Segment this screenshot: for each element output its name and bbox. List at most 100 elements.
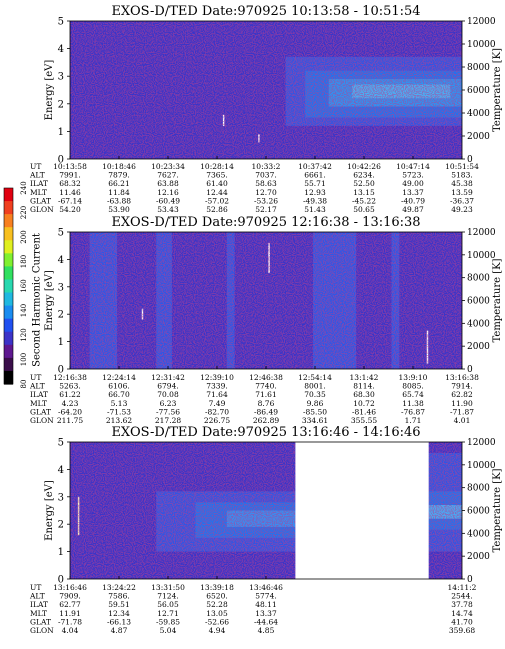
orbit-value: 48.11 (255, 600, 276, 609)
orbit-value: 4.85 (258, 626, 275, 635)
colorbar-swatch (4, 266, 13, 281)
orbit-value: 13:16:38 (445, 373, 479, 382)
orbit-value: 62.77 (59, 600, 81, 609)
colorbar-swatch (4, 240, 13, 254)
orbit-row-label: GLAT (30, 196, 51, 205)
orbit-value: 55.71 (304, 179, 325, 188)
panel-title: EXOS-D/TED Date:970925 12:16:38 - 13:16:… (111, 215, 420, 230)
orbit-row-label: UT (30, 583, 41, 592)
orbit-value: 13:39:18 (200, 583, 234, 592)
orbit-value: 7.49 (209, 399, 226, 408)
orbit-value: 11.91 (59, 609, 80, 618)
orbit-value: 65.74 (402, 390, 424, 399)
orbit-value: 7740. (255, 382, 276, 391)
y2-tick-label: 2000 (467, 552, 490, 562)
orbit-value: 11.84 (108, 188, 130, 197)
y2-tick-label: 4000 (467, 319, 490, 329)
orbit-value: 12:54:14 (298, 373, 332, 382)
orbit-value: 7586. (108, 592, 129, 601)
orbit-value: -36.37 (450, 196, 474, 205)
orbit-value: 2544. (451, 592, 472, 601)
orbit-row-label: ILAT (30, 600, 48, 609)
orbit-value: 54.20 (59, 205, 81, 214)
y2-tick-label: 12000 (467, 438, 496, 448)
orbit-value: 7339. (206, 382, 227, 391)
orbit-value: 5.13 (111, 399, 128, 408)
orbit-value: 9.86 (307, 399, 324, 408)
y2-tick-label: 12000 (467, 17, 496, 27)
orbit-value: 13.15 (353, 188, 375, 197)
spectrogram-panel-1: EXOS-D/TED Date:970925 10:13:58 - 10:51:… (29, 4, 503, 214)
colorbar-swatch (4, 214, 13, 228)
orbit-value: 12:39:10 (200, 373, 234, 382)
orbit-value: 52.50 (353, 179, 375, 188)
y-tick-label: 0 (58, 155, 64, 166)
orbit-value: -67.14 (58, 196, 82, 205)
colorbar-tick-label: 200 (20, 230, 28, 243)
orbit-value: 10.72 (353, 399, 375, 408)
orbit-value: -66.13 (107, 617, 131, 626)
orbit-row-label: ILAT (30, 390, 48, 399)
colorbar-swatch (4, 344, 13, 359)
colorbar-swatch (4, 305, 13, 320)
orbit-value: 226.75 (204, 416, 230, 425)
orbit-value: 13.37 (255, 609, 277, 618)
orbit-value: -45.22 (352, 196, 376, 205)
y2-tick-label: 2000 (467, 342, 490, 352)
orbit-value: 217.28 (155, 416, 181, 425)
orbit-value: 8.76 (258, 399, 275, 408)
orbit-value: 5.04 (160, 626, 177, 635)
orbit-row-label: GLAT (30, 407, 51, 416)
orbit-row-label: MLT (30, 399, 47, 408)
y-tick-label: 4 (58, 44, 64, 55)
panel-title: EXOS-D/TED Date:970925 13:16:46 - 14:16:… (111, 425, 420, 440)
orbit-value: 61.40 (206, 179, 228, 188)
orbit-value: -77.56 (156, 407, 180, 416)
orbit-value: 58.63 (255, 179, 277, 188)
orbit-row-label: UT (30, 162, 41, 171)
colorbar-label: Second Harmonic Current (32, 233, 43, 367)
y2-tick-label: 4000 (467, 109, 490, 119)
orbit-value: 12.71 (157, 609, 178, 618)
orbit-value: 4.04 (62, 626, 79, 635)
y2-tick-label: 10000 (467, 40, 496, 50)
orbit-value: 11.46 (59, 188, 81, 197)
colorbar-tick-label: 240 (20, 181, 28, 194)
orbit-value: 8114. (353, 382, 374, 391)
orbit-value: 13.05 (206, 609, 228, 618)
colorbar-tick-label: 80 (20, 380, 28, 389)
y-tick-label: 2 (58, 99, 64, 110)
colorbar-swatch (4, 357, 13, 372)
orbit-value: 10:37:42 (298, 162, 332, 171)
orbit-value: 14.74 (451, 609, 473, 618)
y2-tick-label: 8000 (467, 274, 490, 284)
colorbar-swatch (4, 253, 13, 267)
orbit-value: -71.78 (58, 617, 82, 626)
orbit-value: -76.87 (401, 407, 425, 416)
orbit-value: 70.35 (304, 390, 326, 399)
orbit-row-label: GLON (30, 205, 54, 214)
y2-tick-label: 6000 (467, 507, 490, 517)
panel-title: EXOS-D/TED Date:970925 10:13:58 - 10:51:… (111, 4, 420, 19)
orbit-value: -44.64 (254, 617, 278, 626)
colorbar-swatch (4, 331, 13, 346)
orbit-value: 12.70 (255, 188, 277, 197)
orbit-value: 5774. (255, 592, 276, 601)
orbit-value: 66.70 (108, 390, 130, 399)
y2-tick-label: 6000 (467, 86, 490, 96)
orbit-value: -52.66 (205, 617, 229, 626)
orbit-value: 63.88 (157, 179, 179, 188)
orbit-value: 53.90 (108, 205, 130, 214)
y-tick-label: 0 (58, 365, 64, 376)
colorbar-tick-label: 120 (20, 328, 28, 341)
orbit-value: -71.53 (107, 407, 131, 416)
orbit-value: 7991. (59, 171, 80, 180)
orbit-value: 13:31:50 (151, 583, 185, 592)
y-tick-label: 3 (58, 282, 64, 293)
y2-tick-label: 8000 (467, 63, 490, 73)
colorbar-swatch (4, 318, 13, 333)
orbit-value: 13:46:46 (249, 583, 283, 592)
orbit-value: 4.23 (62, 399, 79, 408)
orbit-value: 12:24:14 (102, 373, 136, 382)
